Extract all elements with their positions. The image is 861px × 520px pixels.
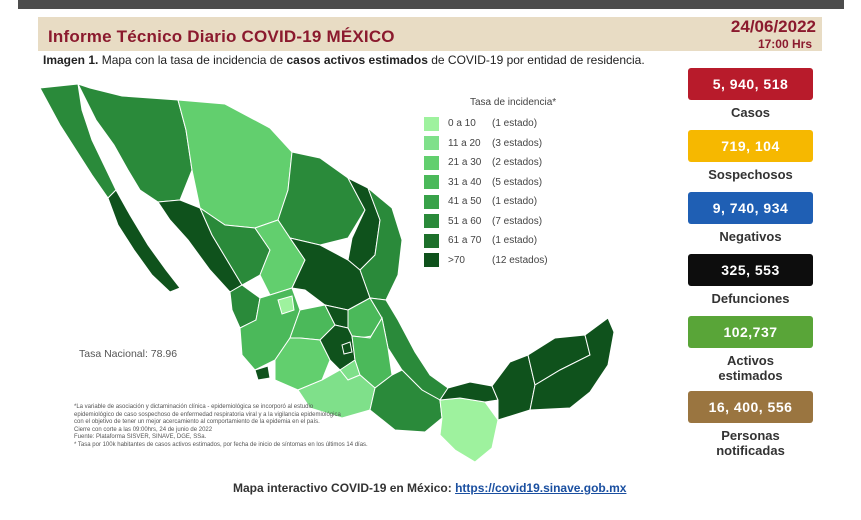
national-rate: Tasa Nacional: 78.96 bbox=[79, 348, 178, 360]
stat-notificadas-label: Personas notificadas bbox=[716, 428, 785, 458]
legend-item: 41 a 50 (1 estado) bbox=[424, 192, 584, 212]
stat-defunciones-label: Defunciones bbox=[711, 291, 790, 306]
state-aguascalientes bbox=[277, 295, 295, 315]
legend-range: 61 a 70 bbox=[448, 235, 482, 247]
interactive-map-footer: Mapa interactivo COVID-19 en México: htt… bbox=[233, 481, 626, 495]
legend-title: Tasa de incidencia* bbox=[470, 97, 557, 108]
caption-prefix: Imagen 1. bbox=[43, 53, 99, 67]
legend-count: (2 estados) bbox=[492, 157, 543, 169]
legend-swatch bbox=[424, 194, 439, 209]
legend-item: 51 a 60 (7 estados) bbox=[424, 212, 584, 232]
stat-casos-label: Casos bbox=[730, 105, 771, 120]
stat-negativos-label: Negativos bbox=[719, 229, 782, 244]
legend-range: 41 a 50 bbox=[448, 196, 482, 208]
legend-swatch bbox=[424, 253, 439, 268]
state-sonora bbox=[77, 83, 193, 203]
footnote-line: Fuente: Plataforma SISVER, SINAVE, DGE, … bbox=[74, 434, 207, 440]
report-time: 17:00 Hrs bbox=[757, 37, 812, 51]
legend-range: 21 a 30 bbox=[448, 157, 482, 169]
top-bar bbox=[18, 0, 844, 9]
stat-negativos-value: 9, 740, 934 bbox=[688, 192, 813, 224]
stat-notificadas-value: 16, 400, 556 bbox=[688, 391, 813, 423]
map-legend: Tasa de incidencia* 0 a 10 (1 estado) 11 … bbox=[424, 97, 584, 270]
report-date: 24/06/2022 bbox=[730, 17, 816, 36]
caption-text-a: Mapa con la tasa de incidencia de bbox=[98, 53, 287, 67]
legend-item: 11 a 20 (3 estados) bbox=[424, 134, 584, 154]
mexico-incidence-map bbox=[39, 83, 615, 463]
legend-range: 31 a 40 bbox=[448, 176, 482, 188]
caption-text-b: de COVID-19 por entidad de residencia. bbox=[427, 53, 645, 67]
state-colima bbox=[254, 365, 271, 381]
legend-count: (1 estado) bbox=[492, 118, 538, 130]
stat-activos-label: Activos estimados bbox=[718, 353, 783, 383]
legend-range: 51 a 60 bbox=[448, 215, 482, 227]
footnote-line: * Tasa por 100k habitantes de casos acti… bbox=[74, 441, 368, 448]
stat-sospechosos-label: Sospechosos bbox=[708, 167, 793, 182]
legend-item: 0 a 10 (1 estado) bbox=[424, 114, 584, 134]
caption-bold: casos activos estimados bbox=[286, 53, 428, 67]
legend-item: 61 a 70 (1 estado) bbox=[424, 231, 584, 251]
legend-count: (7 estados) bbox=[492, 215, 543, 227]
legend-range: >70 bbox=[448, 254, 465, 266]
legend-item: 31 a 40 (5 estados) bbox=[424, 173, 584, 193]
state-coahuila bbox=[277, 151, 366, 246]
interactive-map-link[interactable]: https://covid19.sinave.gob.mx bbox=[455, 481, 627, 495]
legend-swatch bbox=[424, 214, 439, 229]
stat-sospechosos-value: 719, 104 bbox=[688, 130, 813, 162]
report-title: Informe Técnico Diario COVID-19 MÉXICO bbox=[48, 27, 395, 46]
legend-swatch bbox=[424, 233, 439, 248]
legend-swatch bbox=[424, 136, 439, 151]
state-baja-california-sur bbox=[107, 189, 181, 293]
legend-item: 21 a 30 (2 estados) bbox=[424, 153, 584, 173]
legend-swatch bbox=[424, 116, 439, 131]
stat-activos-value: 102,737 bbox=[688, 316, 813, 348]
legend-count: (5 estados) bbox=[492, 176, 543, 188]
legend-count: (1 estado) bbox=[492, 196, 538, 208]
legend-count: (12 estados) bbox=[492, 254, 548, 266]
state-chiapas bbox=[439, 397, 499, 463]
footer-text: Mapa interactivo COVID-19 en México: bbox=[233, 481, 456, 495]
legend-item: >70 (12 estados) bbox=[424, 251, 584, 271]
legend-swatch bbox=[424, 175, 439, 190]
image-caption: Imagen 1. Mapa con la tasa de incidencia… bbox=[43, 53, 645, 67]
state-tabasco bbox=[438, 381, 499, 403]
legend-count: (1 estado) bbox=[492, 235, 538, 247]
footnote-line: Cierre con corte a las 09:00hrs, 24 de j… bbox=[74, 426, 213, 433]
state-quintana-roo bbox=[529, 317, 615, 411]
state-cdmx bbox=[341, 341, 353, 355]
report-header: Informe Técnico Diario COVID-19 MÉXICO 2… bbox=[38, 17, 822, 51]
footnote-line: *La variable de asociación y dictaminaci… bbox=[74, 404, 314, 410]
stat-casos-value: 5, 940, 518 bbox=[688, 68, 813, 100]
footnote-line: con el objetivo de tener un mejor acerca… bbox=[74, 419, 320, 425]
state-guerrero bbox=[297, 369, 376, 419]
state-campeche bbox=[491, 354, 536, 421]
legend-swatch bbox=[424, 155, 439, 170]
legend-range: 0 a 10 bbox=[448, 118, 476, 130]
stats-panel: 5, 940, 518 Casos 719, 104 Sospechosos 9… bbox=[688, 68, 813, 458]
footnote-line: epidemiológico de caso sospechoso de enf… bbox=[74, 411, 341, 418]
legend-count: (3 estados) bbox=[492, 137, 543, 149]
map-footnotes: *La variable de asociación y dictaminaci… bbox=[74, 404, 374, 449]
stat-defunciones-value: 325, 553 bbox=[688, 254, 813, 286]
legend-range: 11 a 20 bbox=[448, 137, 481, 149]
